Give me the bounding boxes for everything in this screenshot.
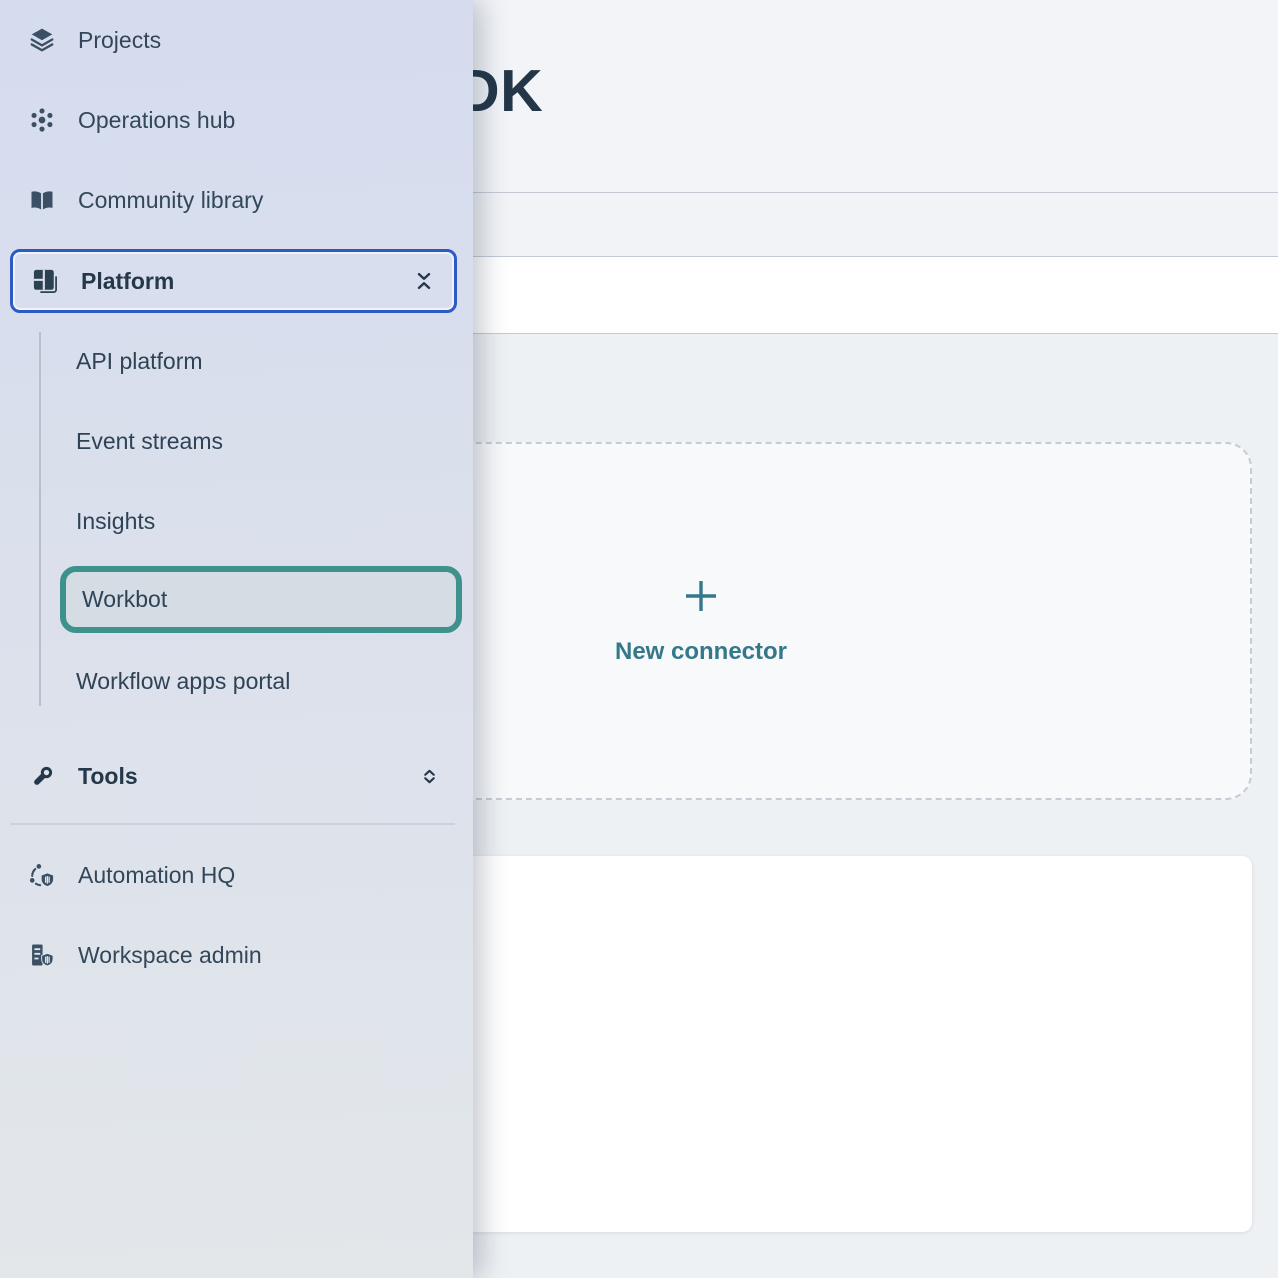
sidebar-item-operations-hub[interactable]: Operations hub (0, 88, 473, 152)
workspace-admin-icon (28, 941, 56, 969)
sidebar-item-label: Community library (78, 186, 264, 213)
sidebar-item-label: Platform (81, 267, 175, 294)
sidebar-subitem-label: Workflow apps portal (76, 667, 291, 694)
tree-indent-line (39, 332, 41, 706)
sidebar-subitem-label: Workbot (82, 586, 168, 612)
sidebar-item-automation-hq[interactable]: Automation HQ (0, 843, 473, 907)
sidebar-item-workbot[interactable]: Workbot (60, 566, 462, 633)
plus-icon (686, 581, 716, 611)
sidebar-subitem-label: API platform (76, 347, 203, 374)
sidebar-item-tools[interactable]: Tools (0, 744, 473, 808)
sidebar-item-insights[interactable]: Insights (0, 489, 473, 553)
sidebar-divider (10, 823, 455, 825)
book-icon (28, 186, 56, 214)
sidebar-item-api-platform[interactable]: API platform (0, 329, 473, 393)
sidebar-item-event-streams[interactable]: Event streams (0, 409, 473, 473)
sidebar-item-platform[interactable]: Platform (10, 249, 457, 313)
layers-icon (28, 26, 56, 54)
wrench-icon (28, 762, 56, 790)
chevron-collapse-icon[interactable] (412, 269, 436, 293)
sidebar-item-label: Projects (78, 26, 162, 53)
sidebar-item-workspace-admin[interactable]: Workspace admin (0, 923, 473, 987)
sidebar-item-projects[interactable]: Projects (0, 8, 473, 72)
sidebar-item-label: Operations hub (78, 106, 236, 133)
sidebar-item-label: Automation HQ (78, 861, 236, 888)
new-connector-label: New connector (614, 638, 788, 665)
automation-hq-icon (28, 861, 56, 889)
sidebar: Projects Operations hub Co (0, 0, 473, 1278)
sidebar-item-workflow-apps-portal[interactable]: Workflow apps portal (0, 649, 473, 713)
sidebar-subitem-label: Event streams (76, 427, 223, 454)
chevron-expand-icon[interactable] (417, 764, 441, 788)
sidebar-item-label: Tools (78, 762, 138, 789)
operations-hub-icon (28, 106, 56, 134)
sidebar-item-label: Workspace admin (78, 941, 262, 968)
sidebar-item-community-library[interactable]: Community library (0, 168, 473, 232)
platform-icon (31, 267, 59, 295)
sidebar-subitem-label: Insights (76, 507, 156, 534)
